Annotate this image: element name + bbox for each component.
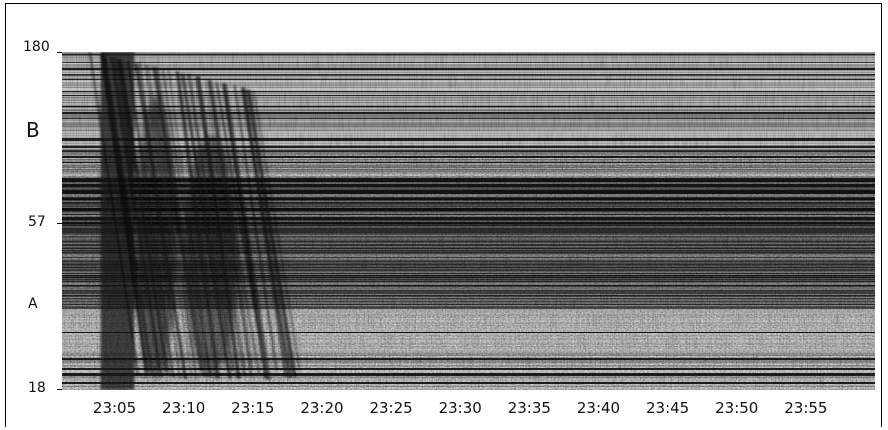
y-tick-57 — [57, 223, 63, 224]
x-tick-label: 23:20 — [300, 399, 344, 417]
x-tick-label: 23:05 — [92, 399, 137, 417]
x-tick-label: 23:50 — [715, 399, 759, 417]
x-tick-label: 23:15 — [231, 399, 275, 417]
speckle-texture — [62, 152, 875, 390]
x-tick-label: 23:35 — [507, 399, 551, 417]
x-tick-label: 23:25 — [369, 399, 413, 417]
x-tick-label: 23:45 — [645, 399, 690, 417]
y-tick-label-57: 57 — [28, 214, 46, 230]
x-tick-label: 23:40 — [576, 399, 621, 417]
y-tick-label-180: 180 — [23, 39, 50, 55]
y-tick-label-18: 18 — [28, 380, 46, 396]
y-tick-18 — [57, 389, 63, 390]
y-tick-180 — [57, 52, 63, 53]
y-region-label-b: B — [26, 118, 40, 142]
y-region-label-a: A — [28, 296, 38, 312]
dynamic-spectrum-plot — [62, 52, 875, 390]
x-tick-label: 23:55 — [784, 399, 828, 417]
x-tick-label: 23:30 — [438, 399, 482, 417]
chart-frame — [5, 3, 882, 427]
x-tick-label: 23:10 — [162, 399, 206, 417]
